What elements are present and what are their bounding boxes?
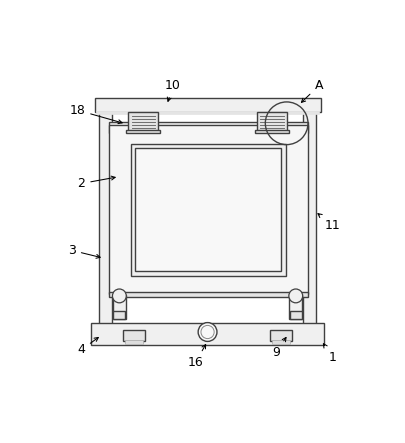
Bar [113,311,125,319]
Circle shape [113,289,126,303]
Bar [289,295,303,319]
Text: 9: 9 [272,338,286,359]
Circle shape [289,289,303,303]
Text: 2: 2 [77,176,115,190]
Bar [135,148,281,271]
Bar [99,111,112,340]
Text: 4: 4 [77,338,98,356]
Bar [94,98,321,112]
Text: 10: 10 [165,79,181,101]
Bar [272,339,290,344]
Text: 11: 11 [318,214,340,232]
Bar [125,339,143,344]
Circle shape [198,323,217,342]
Text: A: A [301,79,323,102]
Bar [303,111,316,340]
Bar [109,122,308,133]
Bar [290,311,302,319]
Bar [128,112,158,131]
Bar [126,130,160,133]
Bar [96,111,319,114]
Bar [92,323,324,345]
Bar [257,112,287,131]
Bar [131,144,286,276]
Bar [109,292,308,298]
Bar [123,330,145,341]
Text: 18: 18 [69,104,122,124]
Bar [109,125,308,294]
Text: 16: 16 [188,345,206,369]
Text: 3: 3 [68,244,100,258]
Bar [255,130,289,133]
Bar [270,330,292,341]
Bar [113,295,126,319]
Text: 1: 1 [324,344,337,364]
